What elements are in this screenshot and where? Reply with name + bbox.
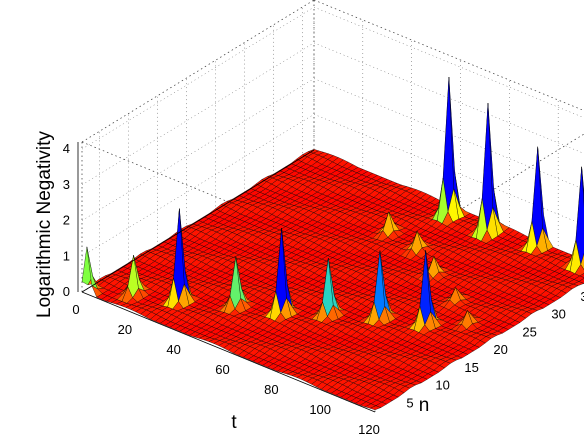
y-tick-label: 35	[580, 289, 584, 304]
z-axis-label: Logarithmic Negativity	[34, 131, 55, 318]
z-tick-label: 0	[63, 284, 70, 299]
box-edge	[81, 0, 315, 143]
z-gridline	[81, 78, 584, 221]
box-edge	[313, 0, 584, 111]
x-tick-label: 40	[166, 342, 180, 357]
tick-labels: 02040608010012051015202530354001234	[63, 141, 584, 437]
y-tick-label: 25	[522, 324, 536, 339]
x-tick-label: 100	[309, 402, 331, 417]
x-tick-label: 60	[215, 362, 229, 377]
y-tick-label: 15	[464, 360, 478, 375]
y-tick-label: 5	[406, 395, 413, 410]
y-tick-label: 20	[493, 342, 507, 357]
axis-line	[81, 291, 376, 413]
y-tick-label: 30	[551, 307, 565, 322]
x-tick-label: 0	[72, 302, 79, 317]
x-tick-label: 80	[264, 382, 278, 397]
z-gridline	[81, 114, 584, 257]
z-tick-label: 1	[63, 248, 70, 263]
z-tick-label: 2	[63, 213, 70, 228]
z-tick-label: 3	[63, 177, 70, 192]
x-tick-label: 120	[358, 422, 380, 437]
surface-mesh	[81, 77, 584, 411]
z-tick-label: 4	[63, 141, 70, 156]
x-axis-label: t	[231, 412, 237, 433]
z-gridline	[81, 42, 584, 186]
x-tick-label: 20	[118, 322, 132, 337]
y-tick-label: 10	[435, 378, 449, 393]
axis-line	[81, 149, 315, 293]
axes-box-front	[77, 142, 376, 413]
z-gridline	[81, 6, 584, 150]
y-axis-label: n	[419, 395, 430, 416]
surface-patch	[369, 405, 382, 411]
